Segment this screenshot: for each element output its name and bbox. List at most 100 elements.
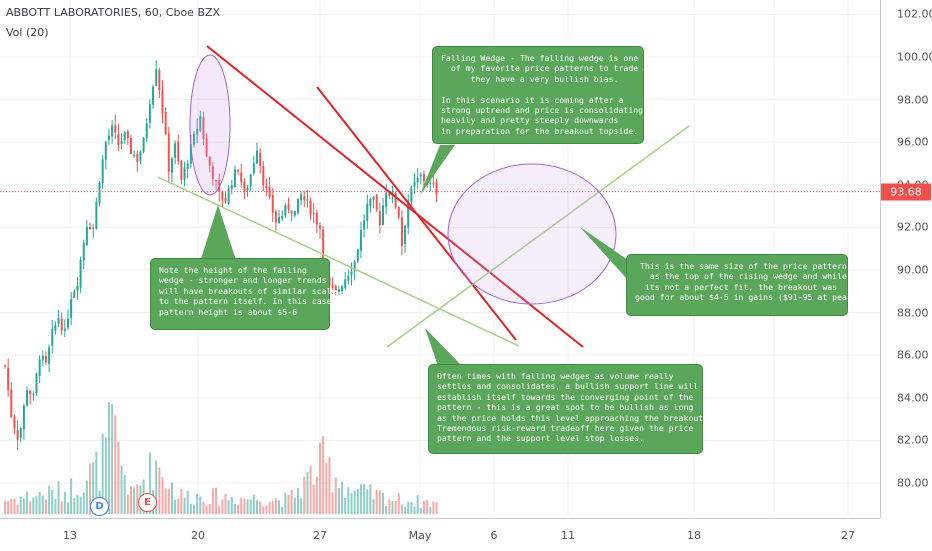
callout-pointer <box>580 227 628 280</box>
note-support-line[interactable]: Often times with falling wedges as volum… <box>428 364 708 454</box>
volume-bar <box>337 487 340 514</box>
candle-body <box>303 196 306 200</box>
candle-body <box>10 389 13 418</box>
volume-bar <box>35 496 38 514</box>
callout-pointer <box>420 145 455 195</box>
candle-body <box>117 134 120 145</box>
volume-bar <box>13 498 16 514</box>
candle-body <box>256 150 258 164</box>
candle-body <box>89 226 92 230</box>
candle-body <box>70 299 73 318</box>
candle-body <box>262 165 265 186</box>
volume-bar <box>353 490 356 514</box>
volume-bar <box>293 497 296 514</box>
candle-body <box>54 324 57 331</box>
volume-bar <box>177 498 180 514</box>
volume-bar <box>54 498 57 514</box>
time-tick: 27 <box>841 529 855 542</box>
chart-area[interactable]: ABBOTT LABORATORIES, 60, Cboe BZX Vol (2… <box>0 0 880 518</box>
volume-bar <box>48 485 51 514</box>
earnings-marker[interactable]: E <box>138 493 157 512</box>
candle-body <box>432 182 435 184</box>
volume-bar <box>274 498 277 514</box>
dividend-marker[interactable]: D <box>90 497 109 516</box>
candle-body <box>155 69 158 86</box>
volume-bar <box>413 506 416 514</box>
candle-body <box>164 111 167 135</box>
volume-bar <box>224 493 227 514</box>
volume-bar <box>136 484 139 514</box>
volume-bar <box>32 497 35 514</box>
volume-bar <box>249 499 252 514</box>
candle-body <box>63 328 66 331</box>
volume-bar <box>70 478 73 514</box>
volume-bar <box>230 496 233 514</box>
price-tick: 92.00 <box>897 220 929 234</box>
volume-bar <box>199 496 202 514</box>
candle-body <box>7 367 10 391</box>
volume-bar <box>117 441 120 514</box>
candle-body <box>218 179 221 192</box>
last-price-label: 93.68 <box>881 183 931 201</box>
price-tick: 82.00 <box>897 433 929 447</box>
volume-bar <box>322 436 325 514</box>
candle-body <box>202 117 205 139</box>
candle-body <box>16 430 19 440</box>
volume-bar <box>407 501 410 514</box>
note-same-size[interactable]: This is the same size of the price patte… <box>626 254 857 316</box>
volume-bar <box>366 489 369 514</box>
volume-bar <box>303 476 306 514</box>
volume-bar <box>309 465 312 514</box>
note-falling-wedge[interactable]: Falling Wedge - The falling wedge is one… <box>432 46 653 144</box>
candle-body <box>215 179 218 181</box>
volume-bar <box>363 484 366 514</box>
candle-body <box>199 116 202 131</box>
candle-body <box>331 284 334 288</box>
time-tick: 13 <box>63 529 77 542</box>
volume-bar <box>296 488 299 514</box>
volume-bar <box>73 498 76 514</box>
candle-body <box>145 123 148 139</box>
candle-body <box>435 181 438 195</box>
volume-bar <box>95 451 98 514</box>
candle-body <box>337 289 340 292</box>
wedge-bottom-line <box>157 176 520 347</box>
candle-body <box>422 174 425 182</box>
volume-bar <box>189 503 192 514</box>
volume-bar <box>306 472 309 514</box>
candle-body <box>211 166 214 179</box>
volume-bar <box>51 489 54 514</box>
candle-body <box>341 286 344 291</box>
volume-bar <box>148 452 151 514</box>
price-tick: 88.00 <box>897 306 929 320</box>
wedge-upper-line <box>316 86 517 341</box>
price-tick: 84.00 <box>897 391 929 405</box>
volume-bar <box>4 500 6 514</box>
candle-body <box>38 359 41 376</box>
note-pattern-height[interactable]: Note the height of the falling wedge - s… <box>150 258 351 330</box>
candle-body <box>170 158 173 173</box>
volume-bar <box>435 502 438 514</box>
price-axis[interactable]: 80.0082.0084.0086.0088.0090.0092.0094.00… <box>880 0 932 518</box>
candle-body <box>240 172 243 183</box>
volume-bar <box>167 489 170 514</box>
volume-bar <box>325 462 328 514</box>
candle-body <box>252 163 255 174</box>
candle-body <box>363 220 366 230</box>
candle-body <box>130 137 132 154</box>
price-chart[interactable] <box>0 0 880 518</box>
volume-bar <box>202 501 205 514</box>
candle-body <box>366 203 369 221</box>
volume-bar <box>281 507 284 514</box>
candle-body <box>227 187 230 204</box>
wedge-top-line <box>206 45 584 348</box>
time-axis[interactable]: 13 20 27 May 6 11 18 27 <box>0 518 880 551</box>
volume-bar <box>164 488 167 514</box>
candle-body <box>322 229 325 276</box>
volume-bar <box>300 498 303 514</box>
candle-body <box>13 416 16 429</box>
price-tick: 86.00 <box>897 348 929 362</box>
candle-body <box>41 355 44 361</box>
volume-bar <box>211 488 214 514</box>
candle-body <box>413 181 416 187</box>
